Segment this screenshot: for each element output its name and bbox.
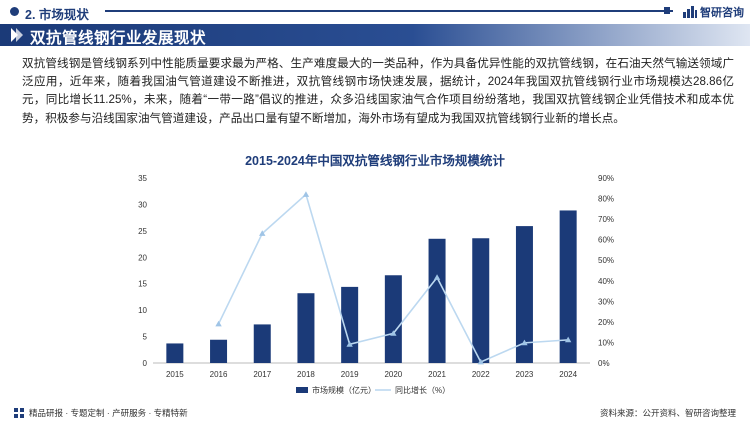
bar-series [166, 210, 577, 363]
y2-tick-label: 50% [598, 256, 614, 265]
x-tick-label: 2016 [210, 370, 228, 379]
growth-point-2023 [521, 339, 528, 346]
footer: 精品研报 · 专题定制 · 产研服务 · 专精特新 资料来源：公开资料、智研咨询… [0, 404, 750, 421]
y2-tick-label: 40% [598, 277, 614, 286]
section-label: 2. 市场现状 [25, 8, 89, 22]
y-axis-ticks: 35 30 25 20 15 10 5 0 [138, 174, 147, 368]
bar-2022 [472, 238, 490, 363]
footer-source: 资料来源：公开资料、智研咨询整理 [599, 408, 736, 418]
growth-point-2017 [259, 230, 266, 236]
x-tick-label: 2015 [166, 370, 184, 379]
y2-tick-label: 80% [598, 195, 614, 204]
x-tick-label: 2019 [341, 370, 359, 379]
x-tick-label: 2024 [559, 370, 577, 379]
footer-services: 精品研报 · 专题定制 · 产研服务 · 专精特新 [29, 408, 188, 418]
x-axis-ticks: 2015 2016 2017 2018 2019 2020 2021 2022 2023 2024 [166, 370, 578, 379]
y-tick-label: 25 [138, 227, 147, 236]
x-tick-label: 2021 [428, 370, 446, 379]
legend-bar-label: 市场规模（亿元） [312, 385, 376, 395]
growth-line-series [215, 191, 572, 365]
growth-point-2024 [564, 336, 572, 343]
y-tick-label: 0 [143, 359, 148, 368]
bar-2020 [384, 275, 402, 363]
header-divider-cap [664, 7, 670, 14]
y2-tick-label: 90% [598, 174, 614, 183]
growth-point-2020 [390, 330, 397, 336]
growth-point-2019 [346, 341, 353, 347]
growth-point-2022 [477, 358, 484, 365]
y-tick-label: 30 [138, 200, 147, 209]
brand: 智研咨询 [683, 4, 744, 20]
header-divider [105, 10, 673, 12]
x-tick-label: 2020 [384, 370, 402, 379]
bar-2018 [297, 293, 315, 363]
y-tick-label: 20 [138, 253, 147, 262]
section-bullet-icon [10, 7, 19, 16]
chevron-right-icon [11, 28, 23, 42]
y2-tick-label: 30% [598, 297, 614, 306]
bar-2021 [428, 238, 446, 363]
y2-tick-label: 0% [598, 359, 610, 368]
y2-tick-label: 60% [598, 236, 614, 245]
y2-tick-label: 10% [598, 338, 614, 347]
bar-2024 [559, 210, 577, 363]
legend-bar-swatch [296, 387, 308, 393]
legend-line-label: 同比增长（%） [395, 385, 450, 395]
intro-paragraph: 双抗管线钢是管线钢系列中性能质量要求最为严格、生产难度最大的一类品种，作为具备优… [22, 57, 734, 125]
bar-2023 [515, 226, 533, 363]
x-tick-label: 2022 [472, 370, 490, 379]
title-banner [0, 24, 750, 46]
y2-tick-label: 70% [598, 215, 614, 224]
x-tick-label: 2023 [516, 370, 534, 379]
growth-point-2016 [215, 320, 222, 327]
y-tick-label: 15 [138, 280, 147, 289]
y-tick-label: 35 [138, 174, 147, 183]
grid-icon [14, 408, 24, 418]
x-tick-label: 2017 [253, 370, 271, 379]
page-title: 双抗管线钢行业发展现状 [30, 30, 207, 47]
bar-2017 [253, 324, 271, 363]
brand-logo-icon [683, 6, 697, 18]
top-header: 2. 市场现状 智研咨询 [0, 0, 750, 24]
bar-2015 [166, 343, 184, 363]
y2-tick-label: 20% [598, 318, 614, 327]
y-tick-label: 10 [138, 306, 147, 315]
brand-name: 智研咨询 [700, 7, 744, 19]
y2-axis-ticks: 90% 80% 70% 60% 50% 40% 30% 20% 10% 0% [598, 174, 614, 368]
y-tick-label: 5 [143, 333, 148, 342]
growth-point-2018 [302, 191, 310, 197]
growth-point-2021 [433, 274, 441, 280]
chart-legend: 市场规模（亿元） 同比增长（%） [296, 385, 450, 395]
chart-title: 2015-2024年中国双抗管线钢行业市场规模统计 [245, 154, 505, 168]
bar-2016 [210, 339, 228, 363]
x-tick-label: 2018 [297, 370, 315, 379]
